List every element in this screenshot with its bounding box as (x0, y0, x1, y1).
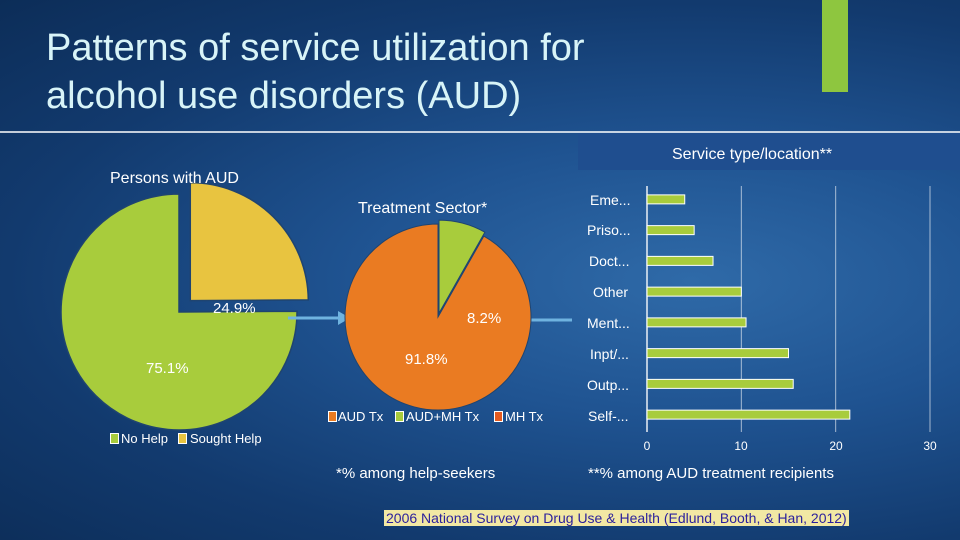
x-tick-30: 30 (923, 439, 937, 453)
y-tick-priso: Priso... (587, 222, 631, 238)
middle-pie-header: Treatment Sector* (358, 200, 488, 217)
legend-swatch-no-help (110, 433, 119, 444)
accent-bar (822, 0, 848, 92)
left-pie-slice-no-help (60, 193, 298, 431)
legend-swatch-aud-mh-tx (395, 411, 404, 422)
connector-arrowhead (338, 311, 350, 325)
title-line-1: Patterns of service utilization for (46, 27, 585, 69)
x-tick-10: 10 (734, 439, 748, 453)
right-chart-header: Service type/location** (672, 146, 833, 163)
middle-footnote: *% among help-seekers (336, 465, 496, 482)
bar-eme (646, 194, 686, 205)
y-tick-self: Self-... (588, 408, 629, 424)
right-header-band (578, 133, 960, 170)
middle-pie-label-aud-mh: 8.2% (467, 310, 502, 327)
y-tick-inpt: Inpt/... (590, 346, 629, 362)
x-tick-0: 0 (643, 439, 651, 453)
middle-pie (344, 219, 532, 411)
legend-label-no-help: No Help (121, 431, 168, 446)
left-pie-label-no-help: 75.1% (146, 360, 189, 377)
bar-priso (646, 225, 695, 236)
title-line-2: alcohol use disorders (AUD) (46, 75, 522, 117)
bar-ment (646, 317, 747, 328)
service-bar-chart (646, 186, 931, 432)
x-tick-20: 20 (829, 439, 843, 453)
bar-outp (646, 378, 794, 389)
bar-inpt (646, 348, 789, 359)
bar-doct (646, 255, 714, 266)
middle-pie-slice-aud-mh-tx (438, 219, 486, 316)
y-tick-outp: Outp... (587, 377, 630, 393)
left-pie (60, 181, 310, 431)
bar-self (646, 409, 851, 420)
legend-label-mh-tx: MH Tx (505, 409, 544, 424)
y-tick-eme: Eme... (590, 192, 631, 208)
y-tick-ment: Ment... (587, 315, 630, 331)
legend-label-sought-help: Sought Help (190, 431, 262, 446)
slide-title: Patterns of service utilization for alco… (46, 24, 585, 120)
legend-label-aud-tx: AUD Tx (338, 409, 384, 424)
left-pie-slice-sought-help (189, 181, 310, 302)
middle-pie-label-aud-tx: 91.8% (405, 351, 448, 368)
left-pie-header: Persons with AUD (110, 170, 239, 187)
legend-swatch-aud-tx (328, 411, 337, 422)
bar-other (646, 286, 742, 297)
y-tick-other: Other (593, 284, 629, 300)
legend-swatch-sought-help (178, 433, 187, 444)
legend-label-aud-mh-tx: AUD+MH Tx (406, 409, 480, 424)
source-citation: 2006 National Survey on Drug Use & Healt… (384, 510, 849, 526)
middle-pie-slice-aud-tx (344, 223, 532, 411)
y-tick-doct: Doct... (589, 253, 630, 269)
legend-swatch-mh-tx (494, 411, 503, 422)
left-pie-label-sought: 24.9% (213, 300, 256, 317)
right-footnote: **% among AUD treatment recipients (588, 465, 834, 482)
